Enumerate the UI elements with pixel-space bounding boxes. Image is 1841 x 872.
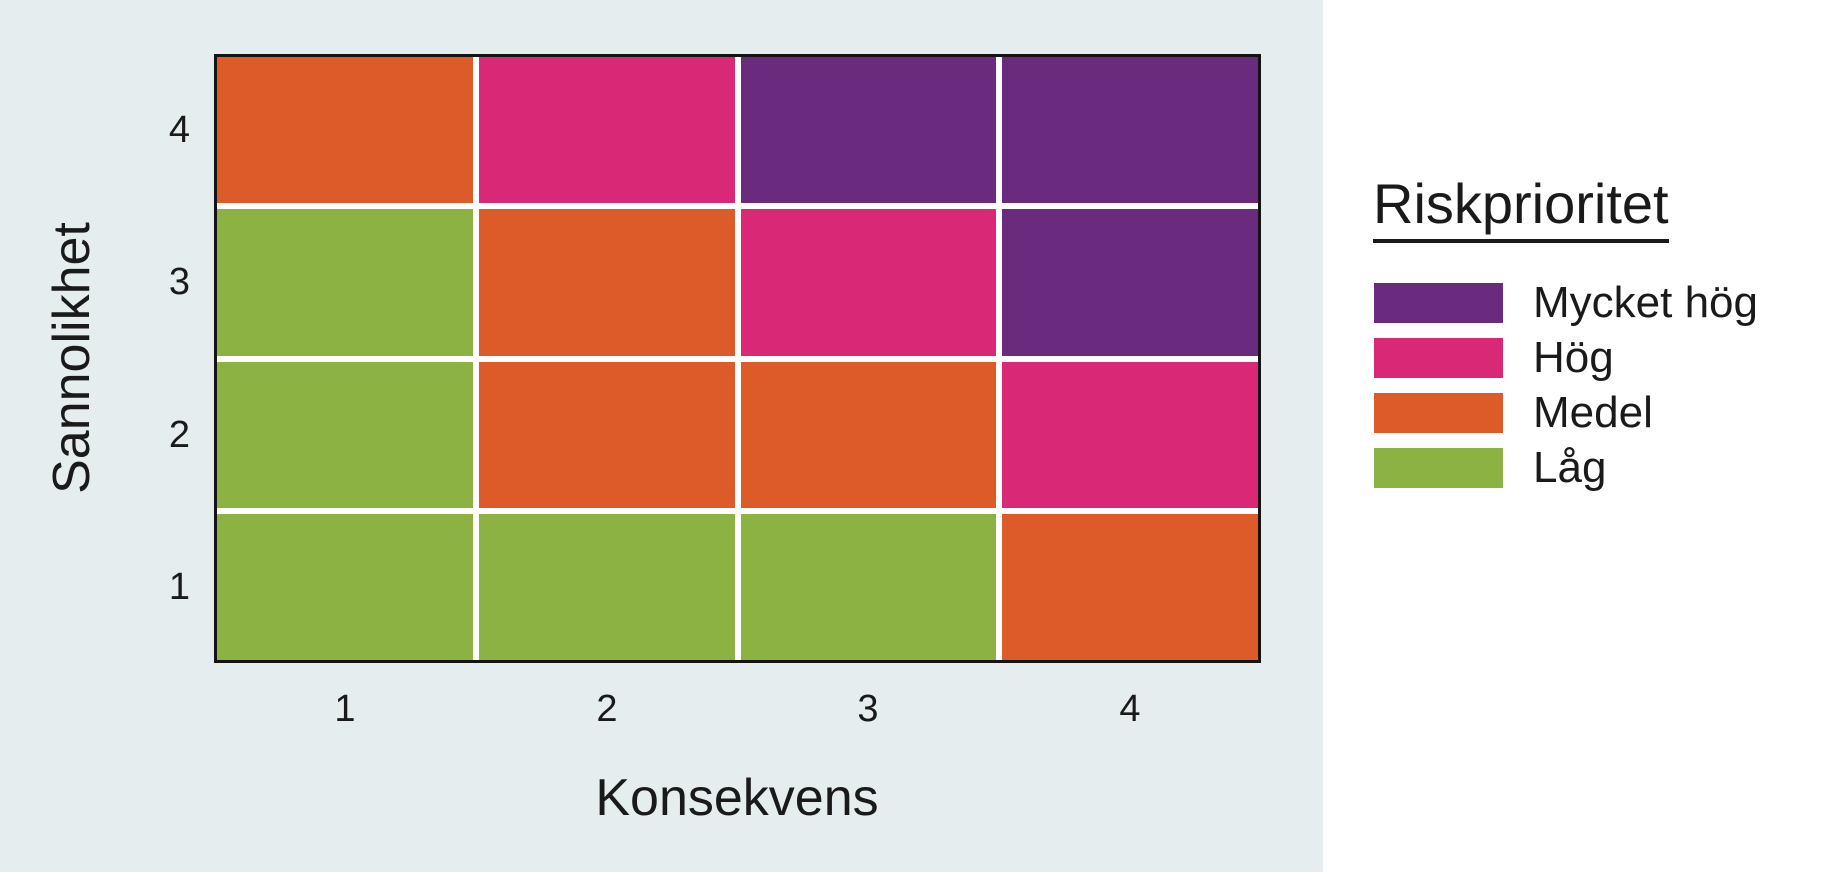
x-tick-label-2: 2 — [596, 688, 618, 730]
legend-item-4: Låg — [1374, 443, 1758, 492]
x-axis-label: Konsekvens — [595, 769, 879, 827]
legend-swatch — [1374, 338, 1503, 378]
legend-item-label: Hög — [1533, 333, 1614, 382]
legend-swatch — [1374, 448, 1503, 488]
matrix-cell-s2-k4 — [1002, 361, 1258, 508]
matrix-cell-s2-k1 — [217, 361, 473, 508]
legend: Riskprioritet — [1373, 176, 1669, 243]
legend-item-label: Medel — [1533, 388, 1653, 437]
matrix-cell-s3-k3 — [740, 209, 997, 356]
legend-swatch — [1374, 393, 1503, 433]
legend-item-3: Medel — [1374, 388, 1758, 437]
y-axis-label: Sannolikhet — [43, 222, 101, 494]
x-tick-label-1: 1 — [334, 688, 356, 730]
matrix-cell-s3-k2 — [478, 209, 735, 356]
legend-item-label: Låg — [1533, 443, 1607, 492]
matrix-cell-s1-k4 — [1002, 513, 1258, 660]
matrix-cell-s3-k4 — [1002, 209, 1258, 356]
legend-title: Riskprioritet — [1373, 176, 1669, 243]
matrix-cell-s1-k3 — [740, 513, 997, 660]
matrix-grid — [217, 57, 1258, 660]
matrix-cell-s2-k3 — [740, 361, 997, 508]
legend-swatch — [1374, 283, 1503, 323]
legend-items: Mycket hög Hög Medel Låg — [1374, 278, 1758, 492]
x-tick-label-4: 4 — [1119, 688, 1141, 730]
matrix-cell-s4-k2 — [478, 57, 735, 204]
y-tick-label-2: 2 — [168, 414, 190, 456]
matrix-cell-s1-k1 — [217, 513, 473, 660]
legend-item-1: Mycket hög — [1374, 278, 1758, 327]
matrix-cell-s4-k4 — [1002, 57, 1258, 204]
x-tick-label-3: 3 — [857, 688, 879, 730]
matrix-cell-s3-k1 — [217, 209, 473, 356]
matrix-cell-s4-k3 — [740, 57, 997, 204]
y-tick-label-4: 4 — [168, 109, 190, 151]
legend-item-2: Hög — [1374, 333, 1758, 382]
legend-item-label: Mycket hög — [1533, 278, 1758, 327]
y-tick-label-3: 3 — [168, 261, 190, 303]
matrix-plot-area — [214, 54, 1261, 663]
y-tick-label-1: 1 — [168, 566, 190, 608]
matrix-cell-s1-k2 — [478, 513, 735, 660]
legend-panel-background — [1323, 0, 1841, 872]
matrix-cell-s4-k1 — [217, 57, 473, 204]
matrix-cell-s2-k2 — [478, 361, 735, 508]
